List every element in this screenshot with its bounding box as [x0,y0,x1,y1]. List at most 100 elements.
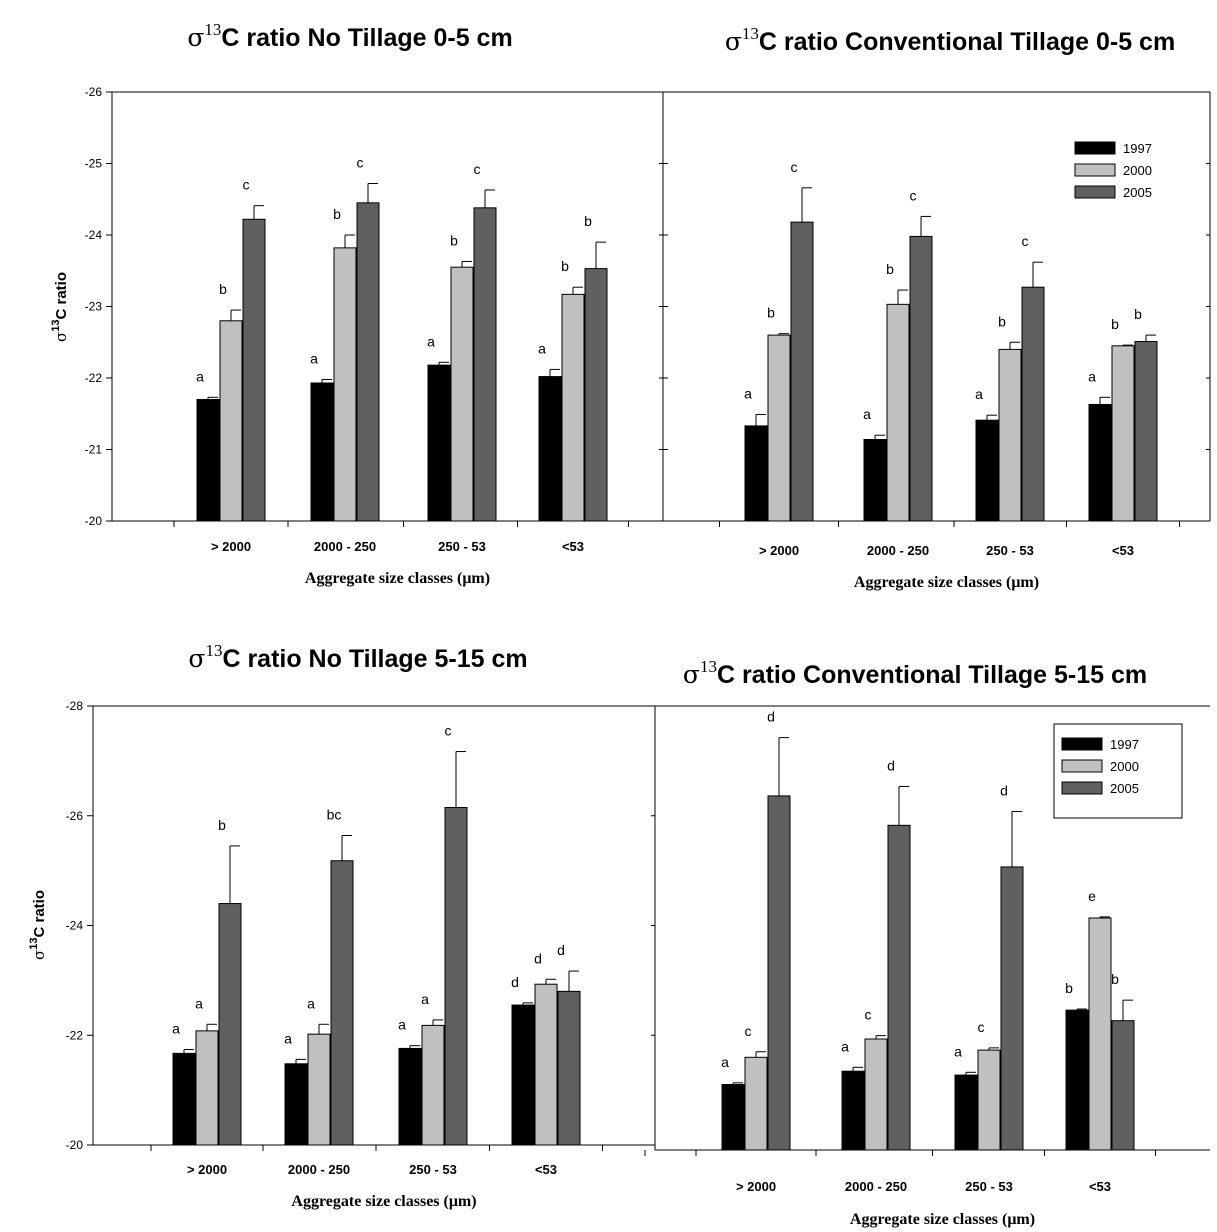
significance-label: c [445,723,452,739]
x-tick-label: 2000 - 250 [314,539,376,554]
significance-label: bc [327,807,342,823]
significance-label: d [1000,782,1008,798]
significance-label: a [284,1030,292,1046]
bar-1997 [427,364,451,522]
bar-2000 [998,348,1022,522]
significance-label: c [910,187,917,203]
legend-swatch-2000 [1061,759,1103,773]
bar-2000 [561,293,585,522]
x-tick-label: > 2000 [759,543,799,558]
bar-2005 [1021,286,1045,522]
significance-label: d [767,709,775,725]
significance-label: b [1111,316,1119,332]
chart-title: σ13C ratio No Tillage 0-5 cm [187,20,512,52]
bar-1997 [398,1047,422,1146]
y-tick-label: -22 [85,371,103,385]
x-tick-label: <53 [535,1162,557,1177]
x-axis-label: Aggregate size classes (μm) [854,574,1039,591]
title-symbol: σ [187,23,204,52]
bar-1997 [863,438,887,522]
significance-label: a [863,406,871,422]
bar-2000 [1088,917,1112,1151]
significance-label: b [450,232,458,248]
bar-1997 [841,1070,865,1151]
x-tick-label: <53 [1089,1179,1111,1194]
significance-label: b [218,817,226,833]
significance-label: b [561,258,569,274]
bar-2005 [767,795,791,1151]
x-axis-label: Aggregate size classes (μm) [305,570,490,587]
bar-1997 [744,425,768,522]
ylabel-symbol: σ [52,332,70,342]
bar-2005 [887,824,911,1151]
legend-label-1997: 1997 [1123,141,1152,156]
y-tick-label: -28 [66,699,84,713]
bar-2000 [195,1030,219,1146]
significance-label: b [886,261,894,277]
x-tick-label: <53 [562,539,584,554]
bar-2005 [473,207,497,522]
bar-2005 [1000,866,1024,1151]
bar-1997 [721,1084,745,1151]
significance-label: a [172,1021,180,1037]
legend: 1997 2000 2005 [1074,141,1152,200]
y-tick-label: -25 [85,157,103,171]
significance-label: a [1088,368,1096,384]
bar-2000 [744,1056,768,1151]
significance-label: d [511,974,519,990]
x-axis-label: Aggregate size classes (μm) [850,1211,1035,1228]
significance-label: a [427,333,435,349]
x-tick-label: 250 - 53 [409,1162,457,1177]
bar-2000 [333,247,357,522]
x-tick-label: 2000 - 250 [867,543,929,558]
ylabel-symbol: σ [30,950,48,960]
y-tick-label: -23 [85,300,103,314]
significance-label: d [887,757,895,773]
bar-2000 [767,334,791,522]
x-tick-label: <53 [1112,543,1134,558]
chart-panel-1: σ13C ratio No Tillage 0-5 cm-20-21-22-23… [50,20,664,587]
ylabel-text: C ratio [53,272,70,320]
bar-2000 [886,303,910,522]
y-axis-label: σ13C ratio [50,272,70,342]
significance-label: b [1111,971,1119,987]
bar-1997 [954,1074,978,1151]
title-symbol: σ [188,644,205,673]
bar-2005 [1134,341,1158,522]
bar-2000 [421,1024,445,1146]
significance-label: a [307,995,315,1011]
bar-1997 [1065,1009,1089,1151]
bar-1997 [196,398,220,522]
legend-swatch-1997 [1074,141,1116,155]
significance-label: b [1134,306,1142,322]
legend-label-2000: 2000 [1110,759,1139,774]
chart-title: σ13C ratio No Tillage 5-15 cm [188,641,527,673]
bar-2005 [356,202,380,522]
bar-2000 [534,983,558,1146]
legend-label-2000: 2000 [1123,163,1152,178]
significance-label: a [195,995,203,1011]
significance-label: b [219,281,227,297]
bar-2005 [444,807,468,1146]
legend: 1997 2000 2005 [1053,723,1183,819]
significance-label: d [557,942,565,958]
title-text: C ratio No Tillage 5-15 cm [222,645,527,673]
y-axis-label: σ13C ratio [28,890,48,960]
significance-label: a [841,1038,849,1054]
title-superscript: 13 [742,24,759,43]
legend-swatch-2005 [1074,185,1116,199]
significance-label: a [954,1043,962,1059]
significance-label: b [1065,980,1073,996]
bar-1997 [1088,403,1112,522]
bar-2005 [218,903,242,1146]
title-text: C ratio No Tillage 0-5 cm [221,24,512,52]
bar-1997 [284,1063,308,1146]
significance-label: c [357,155,364,171]
bar-2000 [450,266,474,522]
bar-1997 [538,376,562,522]
y-tick-label: -24 [66,919,84,933]
legend-swatch-2005 [1061,781,1103,795]
bar-2005 [330,860,354,1146]
significance-label: a [310,350,318,366]
